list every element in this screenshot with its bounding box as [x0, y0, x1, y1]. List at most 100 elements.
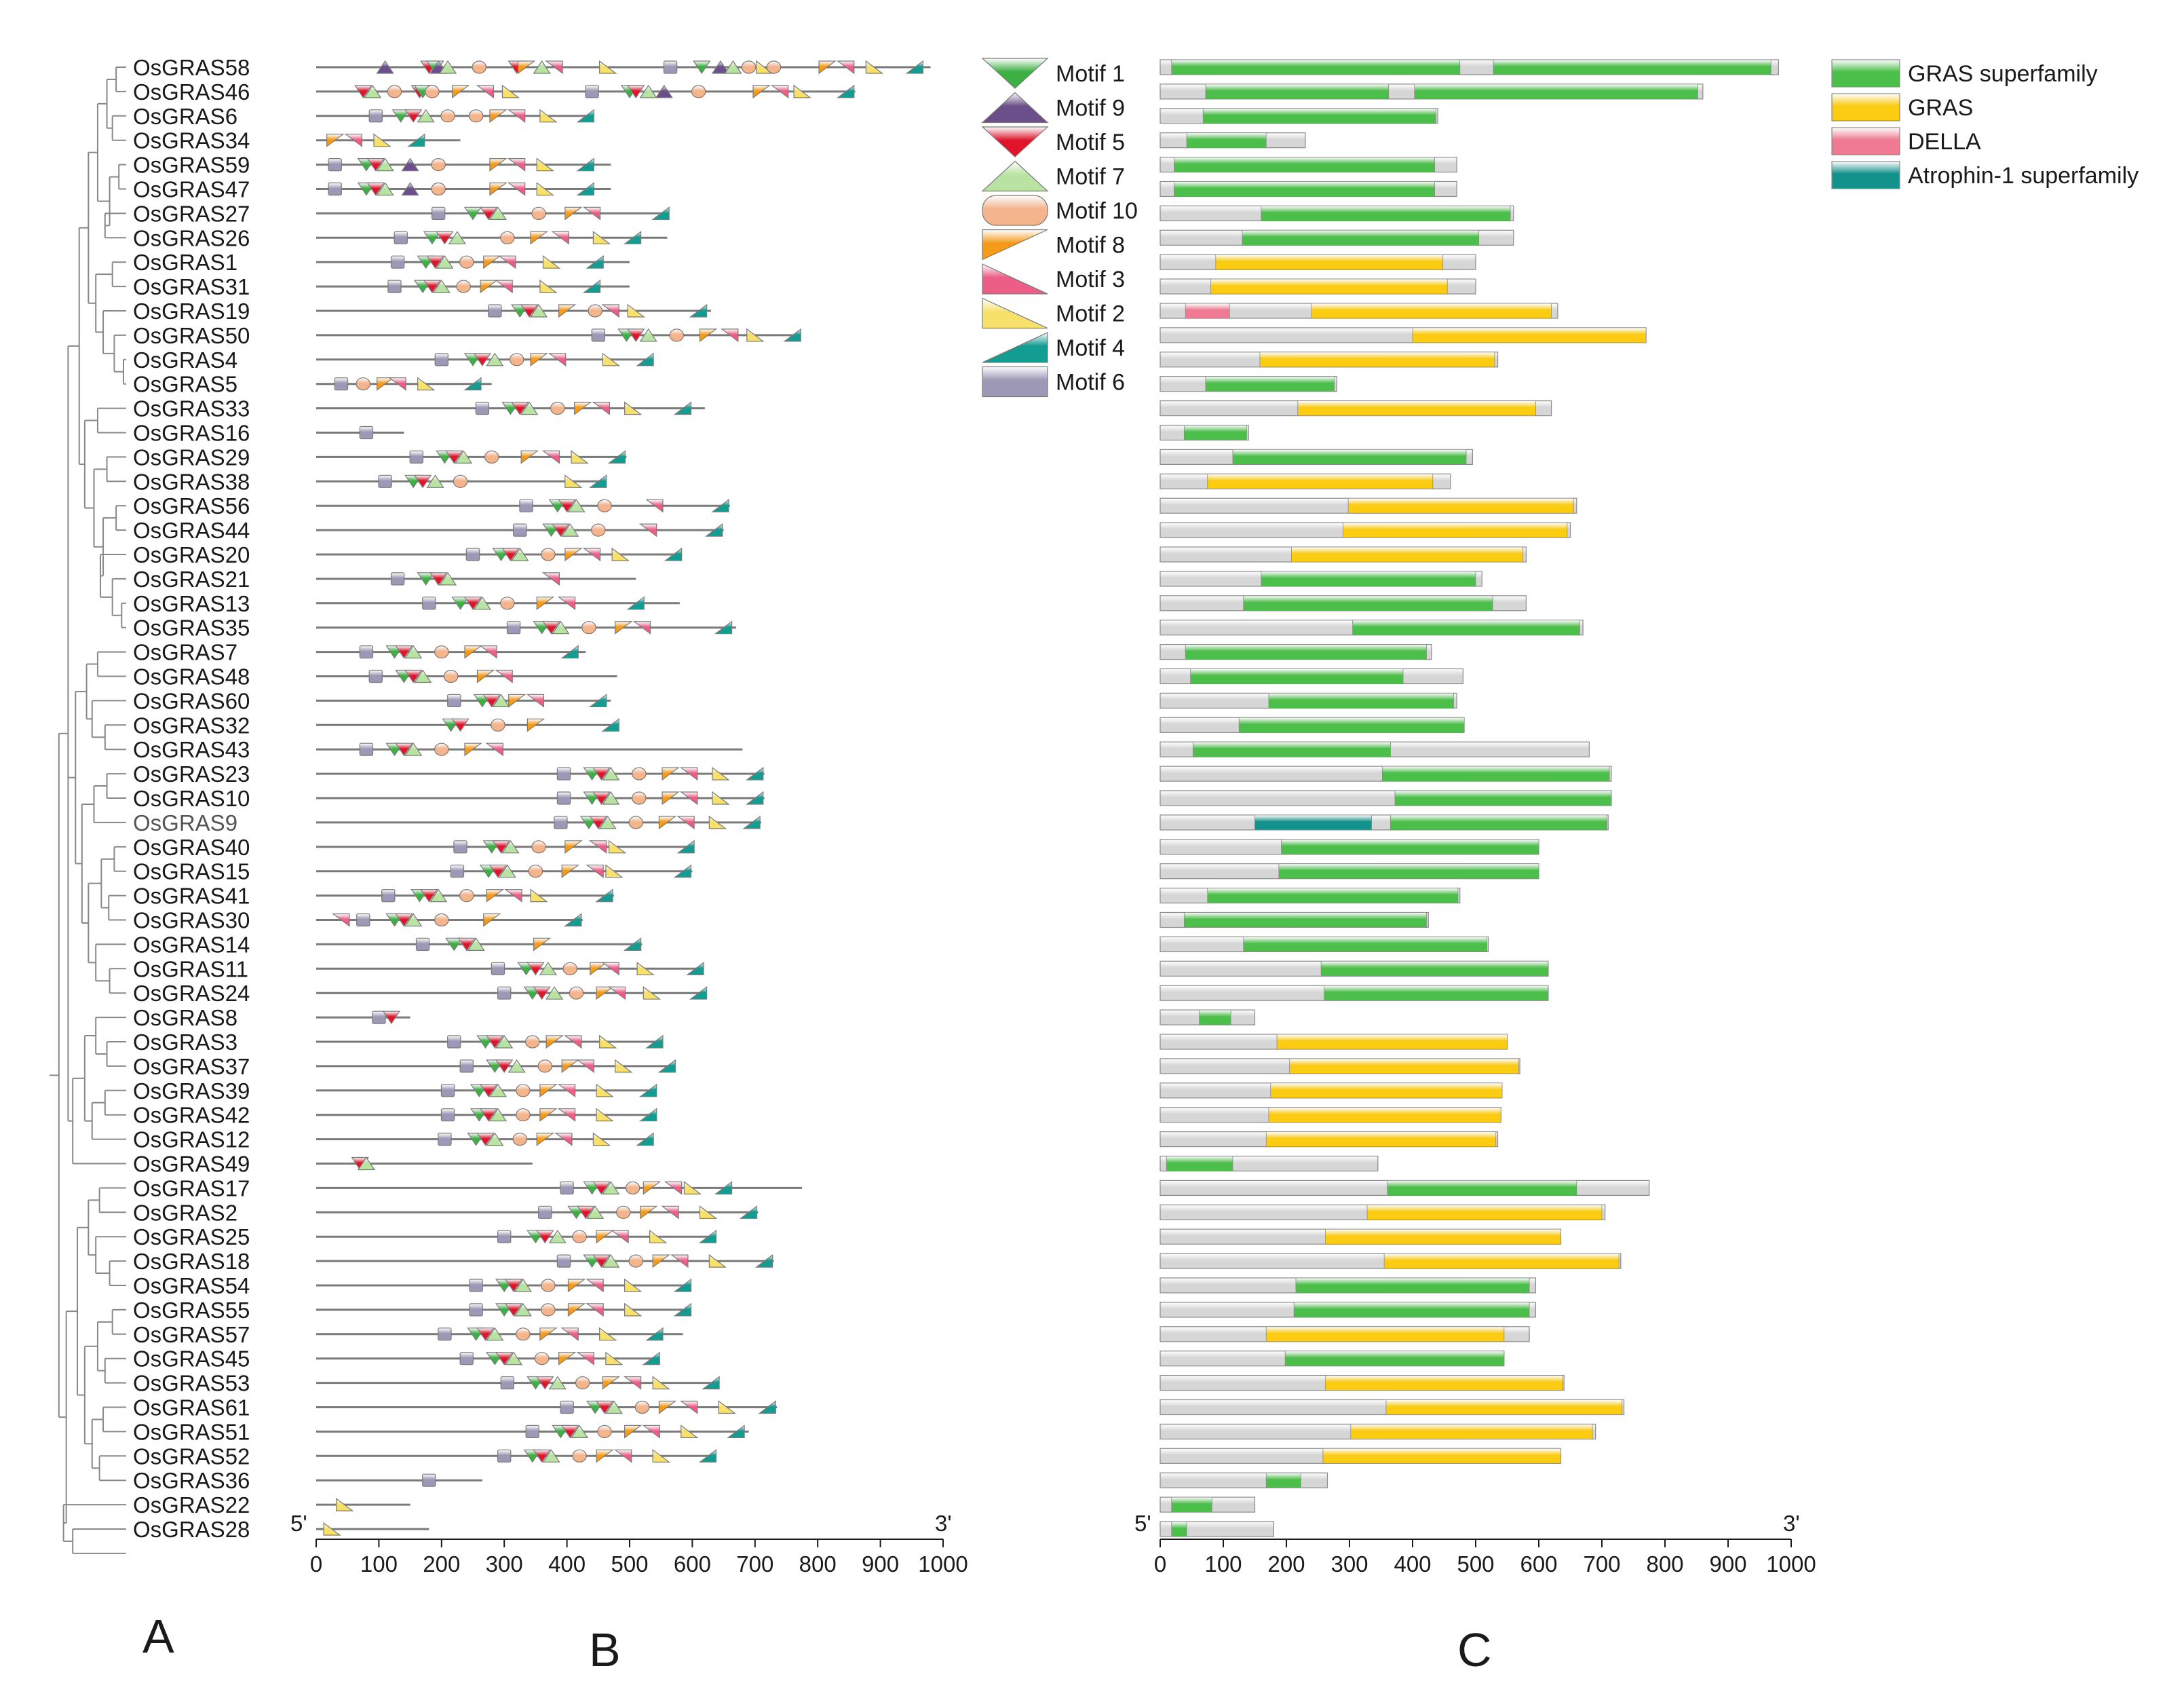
domain-gras-superfamily-bar	[1205, 83, 1390, 100]
motif-motif-6-mark	[513, 523, 527, 537]
gene-label: OsGRAS34	[133, 128, 250, 153]
gene-label: OsGRAS21	[133, 567, 250, 592]
domain-row	[1160, 1521, 1274, 1537]
domain-gras-superfamily-bar	[1183, 912, 1427, 928]
motif-motif-7-mark	[417, 109, 435, 123]
motif-row	[316, 1400, 778, 1414]
motif-motif-8-mark	[564, 840, 583, 854]
motif-motif-2-mark	[417, 377, 436, 391]
domain-gras-superfamily-bar	[1320, 960, 1549, 977]
motif-motif-4-mark	[698, 1229, 717, 1243]
axis-tick-label: 100	[360, 1551, 398, 1577]
gene-label: OsGRAS13	[133, 591, 250, 616]
motif-motif-8-mark	[561, 865, 580, 878]
motif-motif-8-mark	[596, 1449, 614, 1463]
motif-motif-8-mark	[520, 450, 539, 464]
motif-motif-5-mark	[595, 1400, 614, 1414]
motif-motif-3-mark	[495, 280, 513, 294]
motif-motif-4-mark	[586, 255, 604, 269]
motif-motif-2-mark	[683, 1181, 702, 1195]
motif-motif-6-mark	[459, 1352, 474, 1365]
domain-legend-swatch	[1831, 161, 1900, 189]
axis-tick-label: 500	[1457, 1551, 1494, 1577]
domain-row	[1160, 1448, 1562, 1464]
gene-label: OsGRAS46	[133, 79, 250, 105]
domain-row	[1160, 863, 1539, 880]
motif-motif-6-mark	[390, 572, 405, 586]
motif-motif-6-mark	[438, 1327, 452, 1341]
domain-gras-bar	[1265, 1131, 1497, 1147]
motif-motif-5-mark	[479, 1108, 498, 1122]
motif-motif-10-mark	[440, 109, 455, 123]
motif-motif-10-mark	[550, 401, 565, 415]
motif-motif-8-mark	[451, 85, 470, 99]
motif-motif-5-mark	[426, 255, 444, 269]
domain-gras-bar	[1343, 522, 1568, 538]
motif-motif-4-mark	[638, 1083, 657, 1097]
motif-motif-4-mark	[676, 840, 695, 854]
motif-motif-2-mark	[539, 109, 558, 123]
domain-row	[1160, 449, 1473, 466]
motif-motif-4-mark	[746, 766, 764, 780]
motif-motif-2-mark	[712, 791, 730, 805]
domain-row	[1160, 497, 1577, 514]
motif-motif-8-mark	[508, 694, 526, 708]
domain-row	[1160, 571, 1482, 587]
motif-motif-7-mark	[488, 1083, 507, 1097]
gene-label: OsGRAS44	[133, 518, 250, 543]
domain-gras-superfamily-bar	[1295, 1277, 1530, 1294]
motif-motif-2-mark	[592, 1132, 611, 1146]
motif-motif-8-mark	[662, 767, 680, 781]
motif-motif-5-mark	[382, 1011, 401, 1025]
motif-motif-7-mark	[429, 888, 448, 903]
domain-gras-bar	[1259, 352, 1495, 368]
motif-motif-5-mark	[423, 280, 442, 294]
motif-motif-8-mark	[539, 1084, 558, 1098]
domain-gras-superfamily-bar	[1493, 59, 1771, 75]
motif-legend-swatch	[981, 92, 1049, 124]
motif-motif-10-mark	[516, 1108, 531, 1122]
motif-motif-8-mark	[615, 621, 633, 635]
motif-motif-4-mark	[714, 1181, 733, 1195]
domain-row	[1160, 1228, 1562, 1245]
motif-motif-7-mark	[473, 596, 491, 610]
motif-motif-7-mark	[492, 694, 510, 708]
motif-row	[316, 718, 619, 732]
domain-gras-superfamily-bar	[1171, 59, 1461, 75]
domain-row	[1160, 911, 1429, 928]
motif-motif-9-mark	[401, 182, 419, 196]
motif-motif-8-mark	[643, 1181, 662, 1195]
motif-motif-2-mark	[335, 1497, 354, 1511]
domain-gras-superfamily-bar	[1243, 937, 1488, 952]
motif-motif-7-mark	[639, 84, 657, 98]
motif-motif-8-mark	[545, 1035, 564, 1049]
gene-label: OsGRAS37	[133, 1054, 250, 1079]
motif-row	[316, 1205, 759, 1220]
domain-gras-bar	[1289, 1058, 1519, 1074]
motif-motif-2-mark	[652, 1376, 671, 1390]
motif-motif-8-mark	[489, 182, 507, 196]
motif-legend-label: Motif 2	[1056, 301, 1125, 327]
motif-motif-3-mark	[548, 353, 567, 366]
motif-motif-2-mark	[605, 1351, 624, 1365]
motif-motif-7-mark	[548, 1230, 567, 1243]
motif-motif-2-mark	[564, 474, 583, 488]
motif-legend-swatch	[982, 297, 1048, 329]
motif-legend-swatch	[981, 58, 1049, 89]
motif-motif-10-mark	[615, 1205, 631, 1219]
motif-motif-3-mark	[582, 548, 601, 562]
motif-motif-5-mark	[366, 182, 385, 196]
motif-row	[316, 1132, 654, 1146]
axis-tick-label: 400	[548, 1551, 586, 1577]
motif-motif-2-mark	[708, 1254, 727, 1268]
domain-atrophin-1-superfamily-bar	[1254, 814, 1372, 831]
motif-motif-10-mark	[512, 1132, 528, 1146]
motif-row	[316, 766, 765, 781]
domain-row	[1160, 1399, 1625, 1416]
motif-motif-3-mark	[576, 1059, 594, 1074]
domain-row	[1160, 327, 1647, 343]
motif-motif-8-mark	[658, 816, 677, 830]
domain-row	[1160, 1326, 1530, 1342]
gene-label: OsGRAS19	[133, 299, 250, 324]
